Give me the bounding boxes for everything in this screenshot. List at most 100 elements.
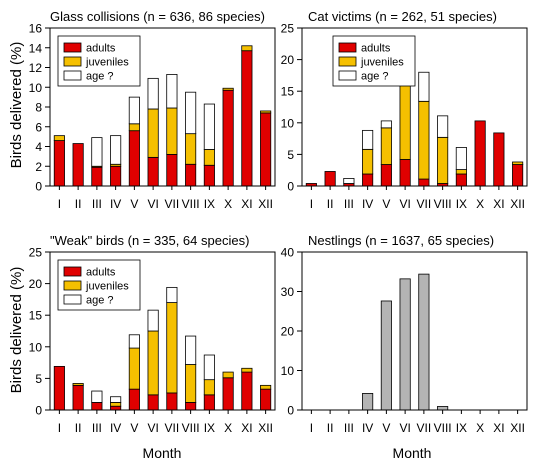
bar-adults-IV [110,405,122,411]
bar-adults-VI [147,156,159,187]
legend: adults juveniles age ? [57,259,141,311]
x-tick-label: XI [493,421,504,435]
panel-weak: "Weak" birds (n = 335, 64 species) 0 5 10 15… [29,233,276,435]
legend: adults juveniles age ? [57,35,141,87]
legend-swatch [63,294,82,305]
legend: adults juveniles age ? [332,35,416,87]
x-tick-label: VII [417,197,432,211]
x-tick-label: I [58,421,61,435]
bar-juveniles-IX [203,379,215,396]
bar-adults-IX [455,173,467,187]
y-tick-label: 20 [29,277,43,291]
y-tick-label: 30 [281,285,295,299]
x-tick-label: III [344,421,354,435]
bar-value-VII [418,273,430,411]
x-tick-label: III [92,421,102,435]
x-tick-label: I [310,197,313,211]
x-tick-label: IX [456,197,467,211]
y-tick-label: 8 [35,101,42,115]
bar-age-VI [147,77,159,110]
bar-adults-II [72,143,84,187]
x-tick-label: XII [258,197,273,211]
y-tick-label: 15 [281,85,295,99]
x-tick-label: III [92,197,102,211]
bar-age-IX [203,354,215,381]
panel-title: Nestlings (n = 1637, 65 species) [308,233,494,248]
x-tick-label: II [327,197,334,211]
legend-label: juveniles [85,57,129,69]
x-tick-label: I [310,421,313,435]
x-tick-label: XII [510,197,525,211]
x-tick-label: XII [510,421,525,435]
bar-adults-VI [147,394,159,411]
legend-label: age ? [86,295,114,307]
bar-adults-V [128,130,140,187]
bar-juveniles-XII [260,384,272,390]
panel-title: Glass collisions (n = 636, 86 species) [50,9,265,24]
bar-juveniles-VI [147,330,159,396]
y-tick-label: 40 [281,246,295,260]
bar-juveniles-VIII [185,364,197,403]
bar-adults-VIII [185,163,197,187]
x-tick-label: XI [493,197,504,211]
bar-value-IV [362,393,374,411]
x-tick-label: X [476,197,484,211]
bar-age-V [128,334,140,349]
legend-label: age ? [86,71,114,83]
x-tick-label: V [382,197,390,211]
bar-juveniles-XI [241,367,253,373]
y-tick-label: 5 [287,148,294,162]
bar-age-V [380,120,392,129]
bar-juveniles-XI [241,45,253,52]
y-tick-label: 0 [35,404,42,418]
bar-juveniles-IX [203,149,215,166]
y-tick-label: 25 [281,22,295,36]
bar-value-V [380,300,392,411]
x-tick-label: IV [110,197,121,211]
x-axis-label-right: Month [393,445,432,461]
bar-juveniles-VII [166,107,178,155]
bar-adults-I [53,365,65,411]
legend-swatch [338,70,357,81]
bar-adults-X [474,120,486,187]
y-tick-label: 20 [281,53,295,67]
bar-age-VIII [185,91,197,135]
bar-age-VIII [437,115,449,138]
x-tick-label: VIII [182,421,200,435]
legend-label: adults [361,43,391,55]
panel-nest: Nestlings (n = 1637, 65 species) 0 10 20 30 4… [281,233,528,435]
y-tick-label: 25 [29,246,43,260]
y-tick-label: 16 [29,22,43,36]
y-tick-label: 4 [35,140,42,154]
panel-title: Cat victims (n = 262, 51 species) [308,9,497,24]
bar-adults-XII [260,388,272,411]
legend-label: age ? [361,71,389,83]
bar-adults-X [222,89,234,187]
bar-adults-IV [362,173,374,187]
bar-juveniles-IV [110,402,122,407]
x-tick-label: V [130,421,138,435]
legend-swatch [338,42,357,53]
legend-swatch [338,56,357,67]
x-tick-label: IV [362,197,373,211]
legend-swatch [63,56,82,67]
bar-adults-II [324,171,336,187]
bar-adults-XII [260,112,272,187]
x-tick-label: VI [399,197,410,211]
bar-value-VI [399,278,411,411]
bar-age-V [128,96,140,125]
bar-juveniles-VI [147,108,159,158]
x-tick-label: XI [241,197,252,211]
y-tick-label: 20 [281,325,295,339]
legend-swatch [63,70,82,81]
x-tick-label: X [224,197,232,211]
y-axis-label-top: Birds delivered (%) [8,42,25,169]
bar-age-IV [362,129,374,150]
bar-adults-VII [418,178,430,187]
legend-swatch [63,280,82,291]
bar-age-VII [166,74,178,109]
bar-adults-VI [399,159,411,187]
bar-juveniles-V [380,127,392,165]
x-tick-label: IX [456,421,467,435]
bar-age-III [343,178,355,184]
